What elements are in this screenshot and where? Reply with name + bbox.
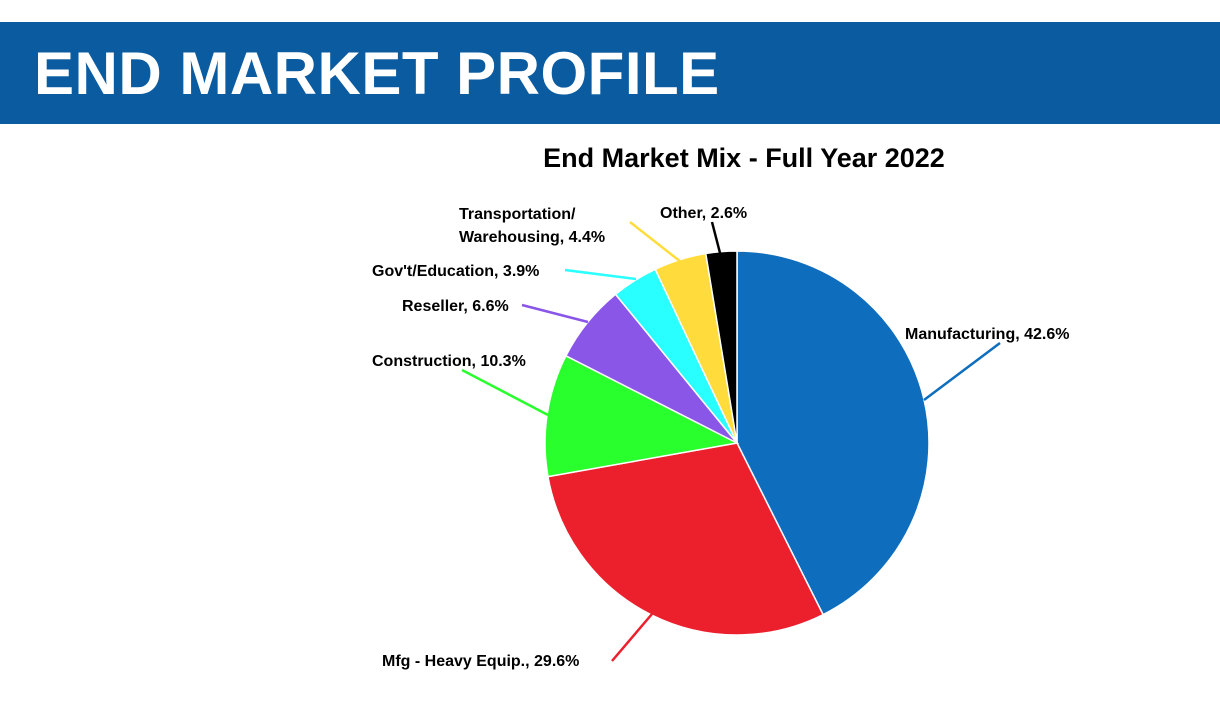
leader-line-gov-t-education [564, 268, 637, 281]
leader-line-manufacturing [923, 342, 1001, 401]
slice-label-other: Other, 2.6% [660, 205, 747, 222]
slice-label-transportation-warehousing: Transportation/Warehousing, 4.4% [459, 206, 605, 246]
slice-label-manufacturing: Manufacturing, 42.6% [905, 326, 1069, 343]
slice-label-reseller: Reseller, 6.6% [402, 298, 509, 315]
slice-label-line: Transportation/ [459, 206, 576, 223]
page-title: END MARKET PROFILE [34, 40, 720, 107]
slice-label-line: Warehousing, 4.4% [459, 229, 605, 246]
slice-label-construction: Construction, 10.3% [372, 353, 526, 370]
pie-slice-other [704, 250, 738, 444]
slice-labels: Manufacturing, 42.6% Mfg - Heavy Equip., … [372, 205, 1069, 670]
slice-label-mfg-heavy-equip: Mfg - Heavy Equip., 29.6% [382, 653, 579, 670]
chart-title: End Market Mix - Full Year 2022 [543, 143, 945, 173]
leader-line-reseller [521, 303, 589, 324]
leader-line-mfg-heavy-equip [611, 613, 653, 662]
pie-slices [544, 250, 930, 636]
title-banner: END MARKET PROFILE [0, 22, 1220, 124]
slice-label-gov-t-education: Gov't/Education, 3.9% [372, 263, 539, 280]
leader-line-transportation-warehousing [629, 221, 682, 263]
leader-lines [461, 221, 1001, 662]
leader-line-construction [461, 368, 549, 417]
leader-line-other [710, 221, 722, 254]
